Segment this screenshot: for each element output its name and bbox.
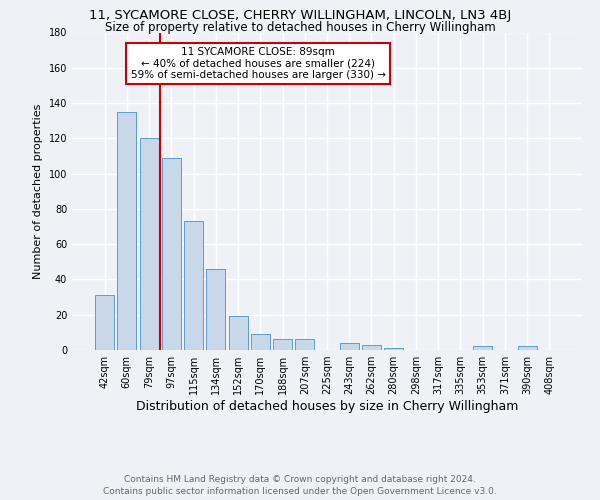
Bar [162, 158, 181, 350]
Bar [295, 340, 314, 350]
Text: Contains HM Land Registry data © Crown copyright and database right 2024.
Contai: Contains HM Land Registry data © Crown c… [103, 474, 497, 496]
Bar [251, 334, 270, 350]
Bar [95, 296, 114, 350]
Bar [473, 346, 492, 350]
Bar [273, 340, 292, 350]
X-axis label: Distribution of detached houses by size in Cherry Willingham: Distribution of detached houses by size … [136, 400, 518, 413]
Y-axis label: Number of detached properties: Number of detached properties [33, 104, 43, 279]
Bar [362, 344, 381, 350]
Bar [140, 138, 158, 350]
Bar [340, 343, 359, 350]
Bar [518, 346, 536, 350]
Text: Size of property relative to detached houses in Cherry Willingham: Size of property relative to detached ho… [104, 21, 496, 34]
Bar [118, 112, 136, 350]
Bar [384, 348, 403, 350]
Text: 11 SYCAMORE CLOSE: 89sqm
← 40% of detached houses are smaller (224)
59% of semi-: 11 SYCAMORE CLOSE: 89sqm ← 40% of detach… [131, 47, 386, 80]
Bar [206, 269, 225, 350]
Bar [184, 221, 203, 350]
Bar [229, 316, 248, 350]
Text: 11, SYCAMORE CLOSE, CHERRY WILLINGHAM, LINCOLN, LN3 4BJ: 11, SYCAMORE CLOSE, CHERRY WILLINGHAM, L… [89, 9, 511, 22]
